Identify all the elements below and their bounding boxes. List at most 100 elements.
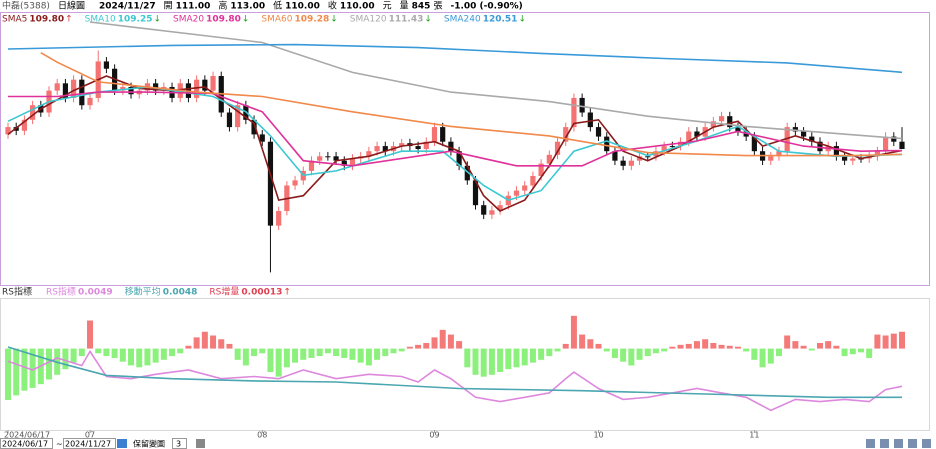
- legend-name: RS指標: [46, 286, 76, 298]
- histogram-bar: [21, 348, 28, 391]
- candle-body: [899, 141, 905, 149]
- histogram-bar: [406, 346, 413, 349]
- histogram-bar: [300, 348, 307, 360]
- candle-body: [612, 151, 618, 161]
- query-button[interactable]: [117, 439, 127, 448]
- candle-body: [349, 158, 356, 166]
- histogram-bar: [357, 348, 364, 363]
- candle-body: [259, 134, 265, 142]
- legend-value: 109.25: [118, 15, 153, 25]
- histogram-bar: [800, 345, 807, 349]
- histogram-bar: [456, 341, 463, 349]
- histogram-bar: [177, 348, 184, 354]
- histogram-bar: [308, 348, 315, 358]
- candle-body: [5, 127, 11, 135]
- histogram-bar: [693, 341, 700, 349]
- histogram-bar: [521, 348, 528, 366]
- histogram-bar: [78, 348, 85, 357]
- histogram-bar: [292, 348, 299, 363]
- candle-body: [423, 141, 429, 149]
- histogram-bar: [488, 348, 495, 375]
- legend-value: 109.28: [295, 15, 330, 25]
- candle-body: [440, 127, 446, 142]
- histogram-bar: [275, 348, 282, 377]
- candle-body: [645, 156, 651, 158]
- histogram-bar: [652, 348, 659, 354]
- histogram-bar: [595, 343, 602, 349]
- candle-body: [522, 185, 528, 191]
- candle-body: [718, 116, 725, 122]
- candle-body: [636, 156, 643, 161]
- histogram-bar: [46, 348, 53, 380]
- x-tick-label: 08: [257, 431, 267, 440]
- histogram-bar: [743, 348, 750, 352]
- histogram-bar: [111, 348, 118, 358]
- histogram-bar: [341, 348, 348, 358]
- candle-body: [628, 160, 634, 166]
- legend-name: RS增量: [209, 286, 239, 298]
- histogram-bar: [251, 348, 258, 357]
- candle-body: [686, 131, 692, 142]
- histogram-bar: [808, 348, 815, 351]
- histogram-bar: [472, 348, 479, 375]
- tool-icon[interactable]: [880, 439, 889, 448]
- candle-body: [677, 141, 684, 147]
- change: -1.00 (-0.90%): [450, 2, 522, 12]
- histogram-bar: [119, 348, 126, 362]
- histogram-bar: [128, 348, 135, 366]
- histogram-bar: [267, 348, 274, 372]
- candle-body: [481, 205, 487, 215]
- field-value: 113.00: [230, 2, 265, 12]
- field-value: 110.00: [340, 2, 375, 12]
- candle-body: [727, 116, 733, 128]
- candle-body: [103, 61, 110, 69]
- candle-body: [399, 143, 405, 147]
- field-label: 低: [273, 0, 282, 12]
- histogram-bar: [242, 348, 249, 366]
- histogram-bar: [5, 348, 11, 401]
- histogram-bar: [603, 348, 610, 352]
- histogram-bar: [210, 335, 217, 349]
- candle-body: [341, 160, 347, 166]
- field-value: 110.00: [285, 2, 320, 12]
- candle-body: [595, 127, 602, 137]
- legend-name: SMA20: [173, 15, 204, 25]
- histogram-bar: [570, 315, 577, 349]
- histogram-bar: [620, 348, 627, 362]
- candle-body: [530, 176, 536, 186]
- histogram-bar: [554, 348, 561, 352]
- histogram-bar: [62, 348, 69, 370]
- x-tick-label: 2024/06/17: [4, 431, 50, 440]
- candle-body: [325, 156, 331, 158]
- candle-body: [833, 146, 839, 157]
- candle-body: [472, 180, 479, 206]
- candle-body: [153, 83, 159, 91]
- histogram-bar: [185, 345, 192, 349]
- field-value: 111.00: [176, 2, 211, 12]
- candle-body: [841, 156, 848, 161]
- tool-icon[interactable]: [196, 439, 205, 448]
- legend-value: 0.0049: [78, 288, 113, 298]
- field-label: 開: [164, 1, 173, 12]
- legend-value: 0.00013: [241, 288, 282, 298]
- candle-body: [538, 163, 544, 176]
- option-label: 保留變圖: [133, 439, 165, 449]
- candle-body: [128, 86, 134, 95]
- histogram-bar: [775, 348, 782, 357]
- candle-body: [87, 97, 93, 106]
- legend-trend: ↑: [283, 288, 291, 298]
- histogram-bar: [685, 343, 692, 349]
- candle-body: [382, 146, 388, 152]
- histogram-bar: [349, 348, 356, 360]
- period: 日線圖: [58, 0, 85, 12]
- candle-body: [251, 119, 257, 135]
- histogram-bar: [513, 348, 520, 368]
- tool-icon[interactable]: [866, 439, 875, 448]
- tool-icon[interactable]: [908, 439, 917, 448]
- histogram-bar: [160, 348, 167, 360]
- histogram-bar: [201, 331, 208, 349]
- histogram-bar: [431, 337, 438, 349]
- tool-icon[interactable]: [922, 439, 931, 448]
- tool-icon[interactable]: [894, 439, 903, 448]
- field-label: 高: [218, 0, 227, 12]
